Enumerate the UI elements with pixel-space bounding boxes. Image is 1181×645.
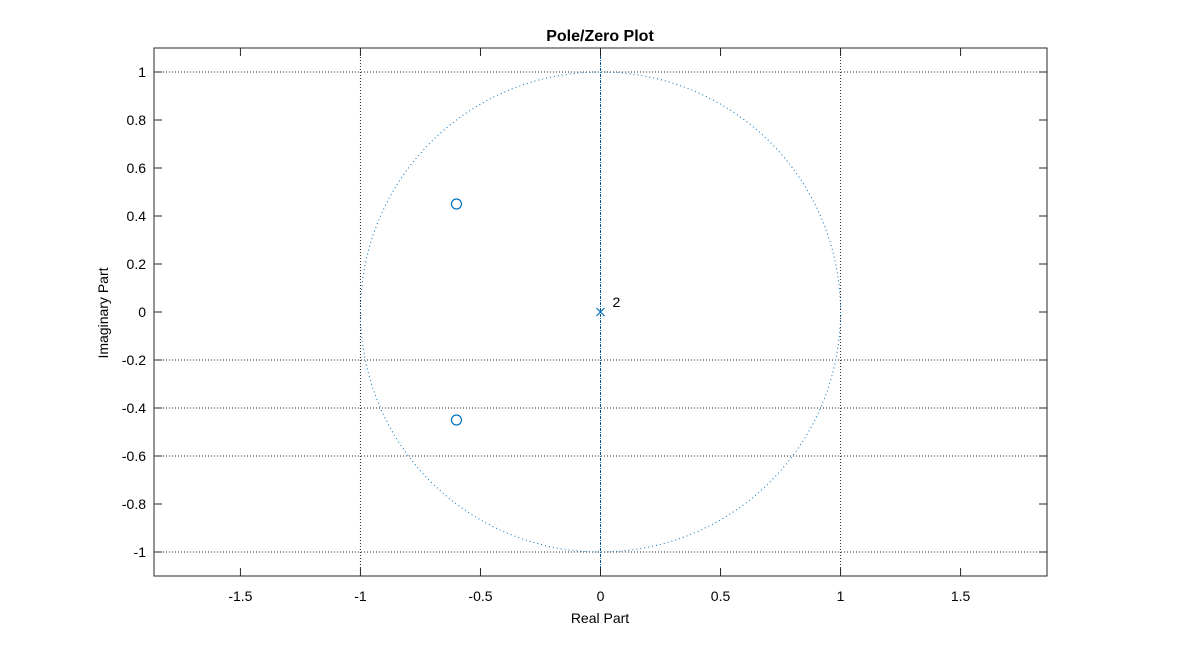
x-tick-label: 0	[597, 588, 605, 604]
x-tick-label: -0.5	[468, 588, 492, 604]
unit-circle	[359, 71, 842, 553]
x-axis-label: Real Part	[571, 610, 629, 626]
zero-marker	[450, 414, 463, 426]
x-tick-label: 1	[837, 588, 845, 604]
y-tick-label: 1	[138, 64, 146, 80]
y-tick-label: 0	[138, 304, 146, 320]
y-axis-label: Imaginary Part	[95, 267, 111, 358]
y-tick-label: 0.8	[127, 112, 147, 128]
x-tick-label: 1.5	[951, 588, 971, 604]
pole-marker-stroke	[596, 307, 605, 317]
y-tick-label: 0.4	[127, 208, 147, 224]
y-tick-label: -0.4	[122, 400, 146, 416]
y-tick-label: -0.8	[122, 496, 146, 512]
pole-multiplicity-label: 2	[613, 294, 621, 310]
y-tick-label: -1	[134, 544, 147, 560]
y-tick-label: -0.2	[122, 352, 146, 368]
zero-marker	[450, 198, 463, 210]
tick-marks	[154, 48, 1047, 576]
x-tick-label: 0.5	[711, 588, 731, 604]
chart-title: Pole/Zero Plot	[546, 28, 654, 45]
y-tick-label: 0.2	[127, 256, 147, 272]
pole-marker	[596, 307, 605, 317]
x-tick-label: -1.5	[228, 588, 252, 604]
pole-zero-markers: 2	[450, 198, 621, 426]
tick-labels: -1.5 -1 -0.5 0 0.5 1 1.5 -1 -0.8 -0.6 -0.4 -0.2 0 0.2…	[122, 64, 971, 604]
y-tick-label: -0.6	[122, 448, 146, 464]
y-tick-label: 0.6	[127, 160, 147, 176]
x-tick-label: -1	[354, 588, 367, 604]
unit-circle-path	[359, 71, 842, 553]
